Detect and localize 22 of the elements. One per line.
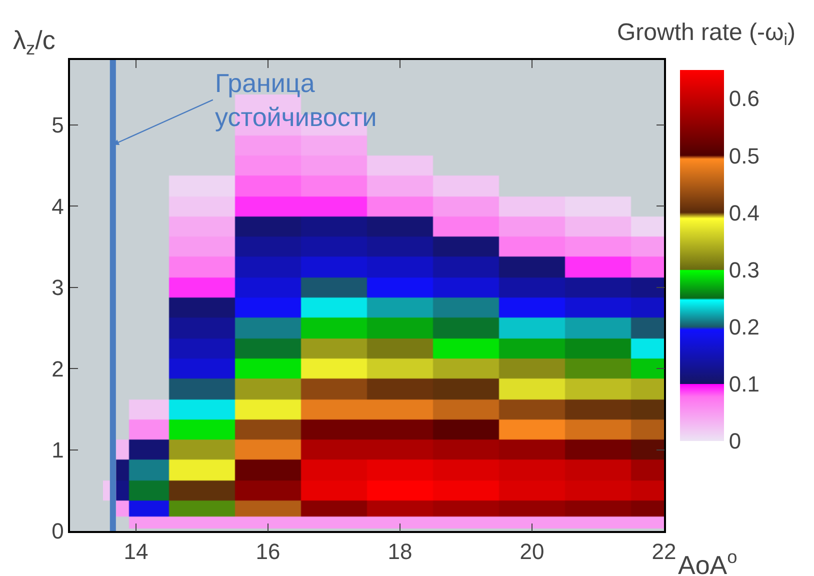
- color-bar-title: Growth rate (-ω$_{i}$): [617, 19, 796, 50]
- y-tick-label: 2: [52, 356, 64, 382]
- color-bar-label: 0.5: [728, 143, 760, 168]
- color-bar-label: 0.6: [728, 86, 760, 112]
- y-axis-title: λ$_{z}$/c: [13, 25, 56, 58]
- y-tick-label: 1: [52, 437, 64, 462]
- color-bar-label: 0: [728, 428, 742, 454]
- color-bar-label: 0.4: [728, 200, 760, 226]
- x-tick-label: 16: [256, 539, 280, 564]
- x-tick-label: 18: [388, 539, 412, 564]
- x-tick-label: 14: [124, 539, 148, 564]
- x-tick-label: 22: [652, 539, 676, 564]
- color-bar-label: 0.1: [728, 372, 760, 397]
- color-bar-label: 0.2: [728, 314, 760, 340]
- color-bar-label: 0.3: [728, 257, 760, 282]
- y-tick-label: 5: [52, 112, 64, 138]
- y-tick-label: 4: [52, 194, 64, 219]
- ref-line-label: Граница устойчивости: [215, 68, 377, 132]
- y-tick-label: 3: [52, 275, 64, 300]
- x-axis-title: AoA$^{o}$: [678, 547, 738, 576]
- y-tick-label: 0: [52, 518, 64, 544]
- x-tick-label: 20: [520, 539, 544, 564]
